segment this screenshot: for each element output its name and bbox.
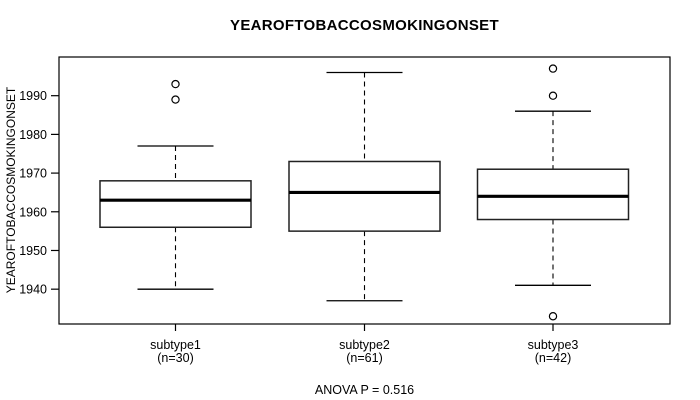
y-tick-label: 1990 [19, 89, 47, 103]
x-tick-label-subtype2: subtype2 (n=61) [295, 339, 435, 365]
category-label: subtype1 [150, 338, 201, 352]
category-label: subtype2 [339, 338, 390, 352]
category-sublabel: (n=30) [157, 351, 194, 365]
y-tick-label: 1970 [19, 167, 47, 181]
outlier-point [548, 312, 558, 321]
outlier-point [548, 64, 558, 73]
iqr-box [476, 168, 630, 221]
outlier-point [171, 79, 180, 89]
category-sublabel: (n=61) [346, 351, 383, 365]
chart-title: YEAROFTOBACCOSMOKINGONSET [230, 17, 499, 34]
x-tick-label-subtype1: subtype1 (n=30) [106, 339, 246, 365]
y-tick-label: 1950 [19, 244, 47, 258]
outlier-point [548, 91, 558, 100]
y-tick-label: 1960 [19, 205, 47, 219]
anova-p-annotation: ANOVA P = 0.516 [314, 383, 415, 397]
category-sublabel: (n=42) [534, 351, 572, 365]
y-tick-label: 1940 [19, 283, 47, 297]
iqr-box [99, 180, 252, 229]
y-tick-label: 1980 [19, 128, 47, 142]
x-tick-label-subtype3: subtype3 (n=42) [483, 339, 623, 365]
iqr-box [288, 160, 441, 232]
outlier-point [171, 95, 180, 104]
category-label: subtype3 [527, 338, 579, 352]
